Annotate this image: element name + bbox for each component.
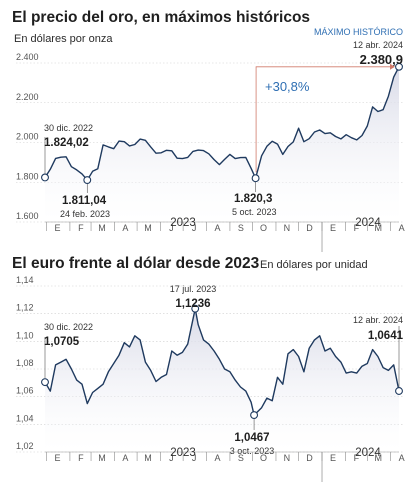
- g1-month-label: E: [54, 223, 60, 233]
- g1-month-label: S: [238, 223, 244, 233]
- eur-chart-subtitle: En dólares por unidad: [260, 259, 368, 271]
- g2-month-label: M: [374, 453, 382, 463]
- gold-start-date: 30 dic. 2022: [44, 123, 93, 133]
- eur-start-date: 30 dic. 2022: [44, 322, 93, 332]
- g1-ytick-label: 2.200: [16, 92, 39, 102]
- eur-jul-high-date: 17 jul. 2023: [170, 284, 217, 294]
- g2-month-label: A: [122, 453, 128, 463]
- g1-month-label: F: [78, 223, 84, 233]
- gold-chart: El precio del oro, en máximos históricos…: [12, 9, 405, 252]
- change-percent-label: +30,8%: [265, 79, 310, 94]
- gold-area-fill: [45, 66, 399, 222]
- g2-month-label: S: [238, 453, 244, 463]
- gold-max-value: 2.380,9: [360, 52, 403, 67]
- gold-chart-subtitle: En dólares por onza: [14, 33, 113, 45]
- gold-chart-title: El precio del oro, en máximos históricos: [12, 9, 310, 26]
- eur-oct-low-value: 1,0467: [234, 432, 269, 444]
- gold-max-date: 12 abr. 2024: [353, 40, 403, 50]
- gold-year-2023: 2023: [170, 217, 196, 229]
- g1-month-label: D: [306, 223, 313, 233]
- g2-month-label: E: [54, 453, 60, 463]
- g1-ytick-label: 1.600: [16, 211, 39, 221]
- g2-ytick-label: 1,14: [16, 275, 34, 285]
- gold-year-2024: 2024: [355, 217, 381, 229]
- g1-month-label: A: [214, 223, 220, 233]
- eur-end-date: 12 abr. 2024: [353, 315, 403, 325]
- gold-feb-low-marker: [83, 176, 92, 185]
- gold-feb-low-value: 1.811,04: [62, 195, 107, 207]
- g1-ytick-label: 1.800: [16, 171, 39, 181]
- change-arrow: [390, 63, 395, 70]
- g2-ytick-label: 1,02: [16, 441, 34, 451]
- eur-oct-low-marker: [250, 411, 259, 420]
- eur-end-value: 1,0641: [368, 330, 404, 342]
- g1-ytick-label: 2.400: [16, 52, 39, 62]
- eur-rate-line: [44, 308, 400, 416]
- eur-jul-high-value: 1,1236: [175, 298, 210, 310]
- g2-month-label: J: [192, 453, 197, 463]
- g1-ytick-label: 2.000: [16, 132, 39, 142]
- g2-month-label: F: [354, 453, 360, 463]
- g1-month-label: J: [192, 223, 197, 233]
- eur-chart-title: El euro frente al dólar desde 2023: [12, 255, 260, 272]
- eur-year-2024: 2024: [355, 447, 381, 459]
- g1-month-label: M: [144, 223, 152, 233]
- eur-area-fill: [45, 308, 399, 452]
- g2-ytick-label: 1,08: [16, 358, 34, 368]
- g1-month-label: M: [374, 223, 382, 233]
- g2-month-label: A: [214, 453, 220, 463]
- gold-oct-low-marker: [251, 174, 260, 183]
- g1-month-label: A: [399, 223, 405, 233]
- g2-month-label: D: [306, 453, 313, 463]
- gold-oct-low-value: 1.820,3: [234, 193, 272, 205]
- g1-month-label: J: [169, 223, 174, 233]
- g2-month-label: A: [399, 453, 405, 463]
- g2-ytick-label: 1,12: [16, 303, 34, 313]
- g2-month-label: E: [330, 453, 336, 463]
- g2-month-label: J: [169, 453, 174, 463]
- g1-month-label: O: [260, 223, 267, 233]
- eur-end-marker: [395, 387, 403, 395]
- g2-ytick-label: 1,06: [16, 386, 34, 396]
- gold-start-value: 1.824,02: [44, 137, 89, 149]
- gold-feb-low-date: 24 feb. 2023: [60, 209, 110, 219]
- gold-start-marker: [41, 173, 49, 182]
- g1-month-label: A: [122, 223, 128, 233]
- gold-max-label: MÁXIMO HISTÓRICO: [314, 27, 403, 37]
- gold-oct-low-date: 5 oct. 2023: [232, 207, 277, 217]
- gold-price-line: [44, 66, 400, 181]
- g2-month-label: F: [78, 453, 84, 463]
- g2-ytick-label: 1,04: [16, 413, 34, 423]
- eur-start-value: 1,0705: [44, 336, 80, 348]
- eur-year-2023: 2023: [170, 447, 196, 459]
- eur-jul-high-marker: [191, 304, 200, 313]
- g1-month-label: E: [330, 223, 336, 233]
- change-bracket: [255, 66, 393, 173]
- eur-oct-low-date: 3 oct. 2023: [230, 446, 275, 456]
- eurusd-chart: El euro frente al dólar desde 2023 En dó…: [12, 255, 405, 482]
- g1-month-label: M: [98, 223, 106, 233]
- g1-month-label: N: [284, 223, 291, 233]
- gold-max-marker: [395, 62, 403, 71]
- g2-month-label: N: [284, 453, 291, 463]
- g1-month-label: F: [354, 223, 360, 233]
- g2-month-label: M: [98, 453, 106, 463]
- g2-month-label: O: [260, 453, 267, 463]
- g2-month-label: M: [144, 453, 152, 463]
- g2-ytick-label: 1,10: [16, 330, 34, 340]
- eur-start-marker: [41, 378, 49, 387]
